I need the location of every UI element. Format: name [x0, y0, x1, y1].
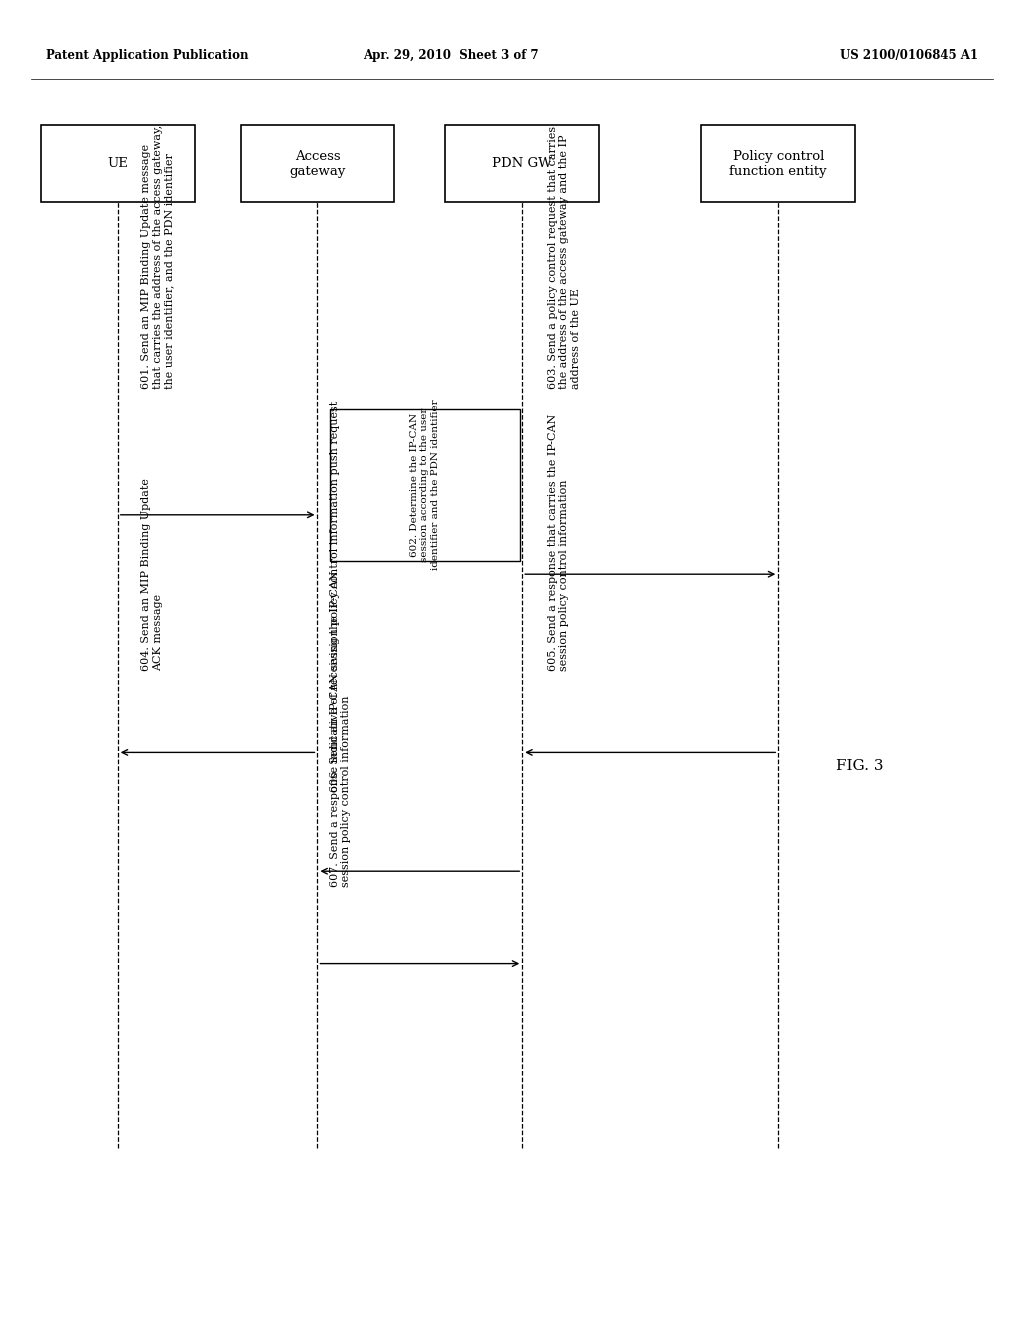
Text: 606. Send an IP-CAN session policy control information push request: 606. Send an IP-CAN session policy contr…	[330, 401, 340, 792]
Text: Patent Application Publication: Patent Application Publication	[46, 49, 249, 62]
Text: 602. Determine the IP-CAN
session according to the user
identifier and the PDN i: 602. Determine the IP-CAN session accord…	[410, 400, 440, 570]
Text: 604. Send an MIP Binding Update
ACK message: 604. Send an MIP Binding Update ACK mess…	[141, 478, 163, 671]
Text: UE: UE	[108, 157, 128, 170]
Bar	[701, 125, 855, 202]
Bar	[241, 125, 394, 202]
Text: 607. Send a response indicative of receiving the IP-CAN
session policy control i: 607. Send a response indicative of recei…	[330, 570, 351, 887]
Text: Policy control
function entity: Policy control function entity	[729, 149, 827, 178]
Text: PDN GW: PDN GW	[493, 157, 552, 170]
Text: Apr. 29, 2010  Sheet 3 of 7: Apr. 29, 2010 Sheet 3 of 7	[362, 49, 539, 62]
Text: 605. Send a response that carries the IP-CAN
session policy control information: 605. Send a response that carries the IP…	[548, 413, 569, 671]
Text: FIG. 3: FIG. 3	[837, 759, 884, 772]
Bar	[330, 409, 520, 561]
Text: 603. Send a policy control request that carries
the address of the access gatewa: 603. Send a policy control request that …	[548, 127, 581, 389]
Bar	[445, 125, 599, 202]
Text: Access
gateway: Access gateway	[289, 149, 346, 178]
Bar	[41, 125, 195, 202]
Text: US 2100/0106845 A1: US 2100/0106845 A1	[840, 49, 978, 62]
Text: 601. Send an MIP Binding Update message
that carries the address of the access g: 601. Send an MIP Binding Update message …	[141, 125, 174, 389]
